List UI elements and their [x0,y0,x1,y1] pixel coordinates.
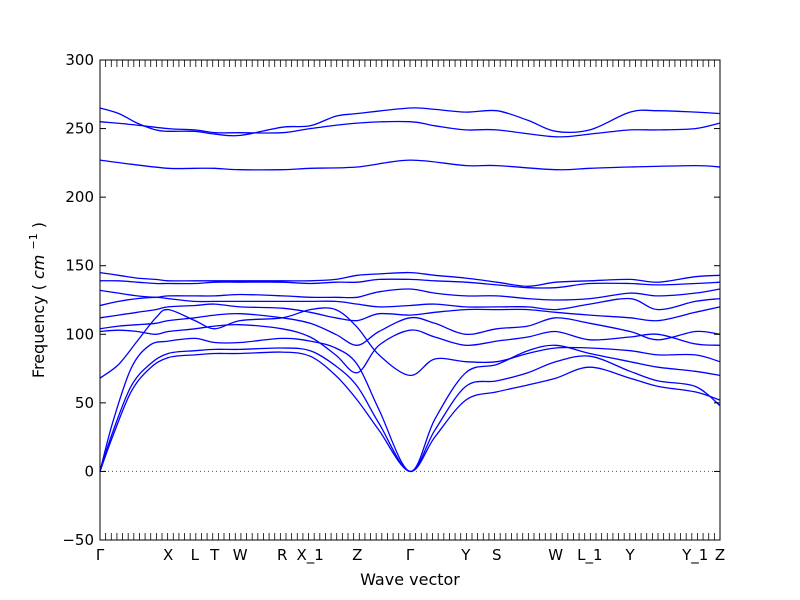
band-line-2 [99,347,721,473]
x-tick-label: Γ [96,546,105,564]
x-minor-ticks [99,60,721,540]
y-axis-label-unit-exp: −1 [27,233,40,249]
y-tick-label: 200 [65,188,94,206]
band-line-7 [99,303,721,322]
y-tick-label: 250 [65,120,94,138]
band-line-14 [99,107,721,137]
y-tick-label: 0 [84,462,94,480]
band-line-10 [99,278,721,289]
x-axis-label: Wave vector [360,570,460,589]
y-axis-label: Frequency ( cm −1 ) [22,222,48,378]
x-tick-label: T [209,546,220,564]
x-tick-label: Y [625,546,636,564]
band-line-1 [99,351,721,473]
y-tick-label: 300 [65,51,94,69]
band-line-11 [99,271,721,287]
y-axis-label-unit: cm [29,255,48,279]
y-tick-label: 150 [65,257,94,275]
y-tick-label: 100 [65,325,94,343]
band-line-9 [99,288,721,301]
band-line-6 [99,312,721,346]
band-line-3 [99,337,721,473]
x-tick-label: Y [460,546,471,564]
band-line-4 [99,307,721,379]
x-tick-label: X_1 [297,546,324,565]
y-tick-label: 50 [75,394,94,412]
chart-lines [99,107,721,473]
band-line-8 [99,296,721,311]
plot-frame [99,59,721,541]
x-tick-label: Z [715,546,725,564]
x-tick-label: Γ [406,546,415,564]
y-axis-label-paren-close: ) [29,222,48,228]
band-line-12 [99,159,721,171]
band-line-13 [99,120,721,138]
x-tick-label: Z [352,546,362,564]
x-tick-label: L [191,546,200,564]
band-line-5 [99,323,721,374]
x-tick-label: Y_1 [681,546,708,565]
x-tick-label: S [492,546,502,564]
y-axis-label-text: Frequency [29,295,48,378]
x-tick-label: W [233,546,248,564]
y-axis: −50 0 50 100 150 200 250 300 [62,51,720,549]
y-tick-label: −50 [62,531,94,549]
x-axis: Γ X L T W R X_1 Z Γ Y S W L_1 Y Y_1 Z [96,546,725,565]
y-axis-label-paren-open: ( [29,284,48,290]
x-tick-label: W [548,546,563,564]
x-tick-label: L_1 [577,546,602,565]
x-tick-label: R [277,546,287,564]
x-tick-label: X [163,546,173,564]
